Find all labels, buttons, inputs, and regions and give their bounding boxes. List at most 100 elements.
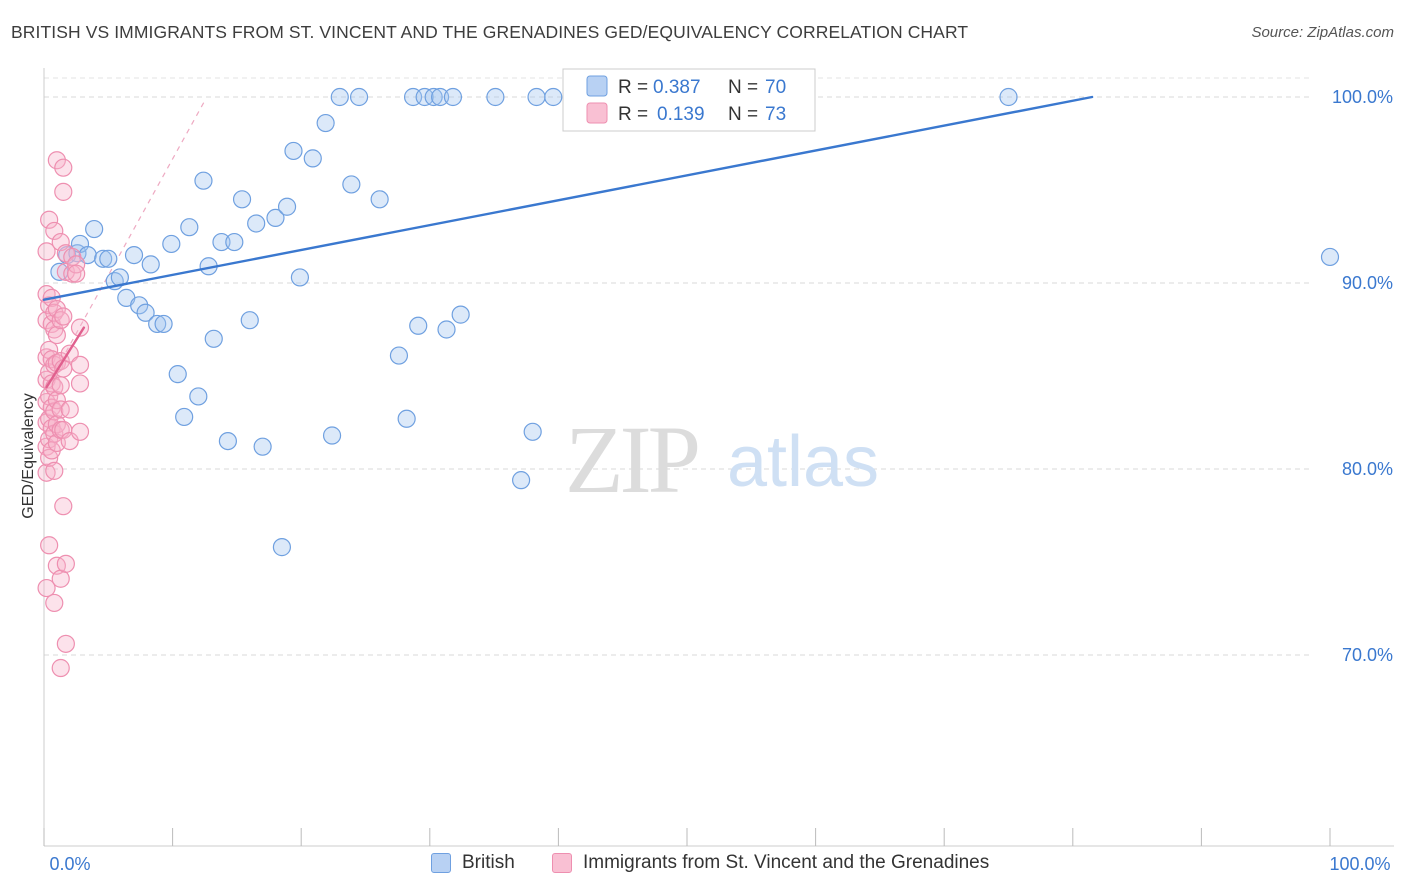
point-series-0-12: [130, 296, 149, 315]
point-series-0-17: [162, 234, 181, 254]
point-series-1-36: [47, 299, 66, 319]
point-series-0-49: [424, 87, 443, 107]
watermark: ZIP atlas: [565, 406, 879, 513]
point-series-0-6: [94, 249, 113, 268]
legend-swatch-immigrants: [552, 853, 572, 873]
point-series-0-5: [85, 219, 104, 239]
point-series-0-27: [225, 232, 244, 252]
point-series-1-33: [45, 461, 64, 480]
stats-n-label-immigrants: N =: [728, 104, 758, 125]
point-series-1-18: [40, 536, 59, 555]
point-series-1-34: [45, 593, 64, 613]
x-axis-ticks: [43, 828, 1331, 846]
point-series-1-50: [51, 658, 70, 678]
chart-title: BRITISH VS IMMIGRANTS FROM ST. VINCENT A…: [11, 22, 969, 42]
legend-swatch-british: [431, 853, 451, 873]
series-1-points: [37, 151, 90, 678]
trend-extension-series-1: [46, 100, 206, 388]
point-series-0-32: [266, 208, 285, 227]
data-points: [37, 87, 1340, 678]
stats-legend: R = 0.387 N = 70 R = 0.139 N = 73: [562, 68, 816, 132]
x-tick-label-min: 0.0%: [49, 854, 90, 874]
point-series-0-22: [194, 171, 213, 190]
point-series-0-52: [443, 87, 463, 107]
point-series-1-35: [47, 151, 66, 170]
point-series-1-9: [37, 578, 56, 598]
legend-label-british: British: [462, 852, 515, 873]
legend-item-immigrants: Immigrants from St. Vincent and the Gren…: [552, 852, 989, 874]
y-tick-labels: 100.0% 90.0% 80.0% 70.0%: [1332, 87, 1393, 665]
point-series-0-41: [342, 175, 361, 194]
stats-swatch-british: [586, 75, 608, 97]
point-series-0-58: [544, 87, 563, 107]
point-series-0-53: [451, 305, 470, 324]
watermark-atlas: atlas: [727, 422, 879, 502]
chart-source: Source: ZipAtlas.com: [1251, 24, 1394, 41]
point-series-0-7: [99, 249, 118, 268]
point-series-0-14: [141, 255, 160, 274]
point-series-1-37: [47, 325, 66, 345]
point-series-0-65: [1320, 247, 1340, 267]
point-series-0-16: [154, 314, 173, 334]
y-tick-label-100: 100.0%: [1332, 87, 1393, 107]
point-series-0-21: [189, 387, 208, 406]
point-series-1-60: [56, 634, 75, 653]
point-series-0-50: [430, 87, 450, 107]
y-tick-label-80: 80.0%: [1342, 459, 1393, 479]
point-series-1-70: [70, 374, 90, 393]
point-series-1-39: [47, 391, 66, 410]
point-series-1-71: [70, 422, 90, 441]
point-series-1-68: [70, 318, 90, 337]
point-series-0-34: [277, 197, 297, 216]
point-series-1-26: [45, 221, 64, 241]
point-series-0-37: [303, 149, 322, 168]
point-series-0-57: [527, 87, 546, 107]
point-series-0-19: [175, 407, 194, 427]
trend-lines: [46, 100, 206, 388]
point-series-0-28: [232, 190, 252, 209]
x-tick-label-max: 100.0%: [1329, 854, 1390, 874]
axes: [43, 68, 1394, 847]
point-series-1-65: [63, 264, 82, 283]
point-series-0-55: [512, 471, 531, 490]
point-series-0-44: [389, 346, 409, 365]
stats-r-value-immigrants: 0.139: [657, 104, 705, 125]
point-series-1-53: [54, 307, 73, 326]
y-axis-label: GED/Equivalency: [20, 393, 37, 518]
point-series-0-64: [999, 87, 1018, 107]
point-series-0-26: [218, 432, 237, 451]
stats-n-value-british: 70: [765, 77, 786, 98]
point-series-0-33: [272, 538, 292, 557]
point-series-0-29: [240, 311, 259, 330]
point-series-1-67: [67, 264, 86, 283]
y-tick-label-70: 70.0%: [1342, 645, 1393, 665]
watermark-zip: ZIP: [565, 406, 698, 513]
trend-line-series-0: [42, 95, 1094, 301]
stats-n-label-british: N =: [728, 77, 758, 98]
point-series-0-15: [148, 314, 167, 334]
stats-n-value-immigrants: 73: [765, 104, 786, 125]
point-series-0-47: [409, 316, 428, 335]
point-series-0-11: [124, 246, 144, 265]
point-series-1-52: [54, 182, 73, 201]
point-series-1-63: [60, 432, 79, 451]
point-series-1-51: [54, 158, 73, 177]
series-legend: British Immigrants from St. Vincent and …: [0, 850, 1406, 880]
legend-item-british: British: [431, 852, 515, 874]
point-series-0-25: [212, 232, 231, 252]
gridlines: [44, 77, 1310, 656]
point-series-0-13: [136, 303, 155, 322]
point-series-0-36: [290, 268, 310, 287]
point-series-0-40: [330, 87, 349, 107]
y-tick-label-90: 90.0%: [1342, 273, 1393, 293]
point-series-0-18: [168, 365, 187, 384]
point-series-0-31: [253, 437, 272, 456]
point-series-0-20: [180, 218, 199, 237]
point-series-0-39: [322, 426, 342, 445]
point-series-0-43: [370, 190, 389, 209]
legend-label-immigrants: Immigrants from St. Vincent and the Gren…: [583, 852, 990, 873]
point-series-0-51: [437, 320, 456, 339]
point-series-1-62: [60, 400, 79, 419]
stats-r-value-british: 0.387: [653, 77, 701, 98]
